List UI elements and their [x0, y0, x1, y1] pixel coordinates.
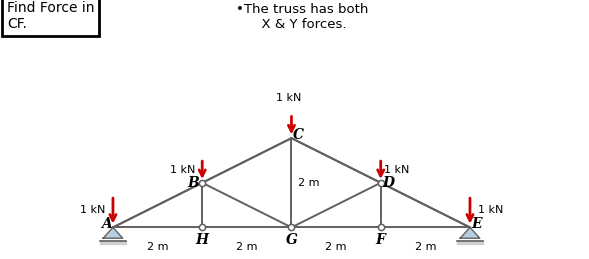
Text: Find Force in
CF.: Find Force in CF.: [7, 1, 95, 32]
Text: 2 m: 2 m: [325, 242, 347, 253]
Text: B: B: [187, 176, 199, 190]
Text: F: F: [376, 233, 386, 247]
Text: 2 m: 2 m: [415, 242, 436, 253]
Text: E: E: [471, 217, 482, 231]
Text: 1 kN: 1 kN: [170, 165, 196, 175]
Text: 1 kN: 1 kN: [478, 205, 504, 215]
Polygon shape: [460, 227, 480, 238]
Text: •The truss has both
      X & Y forces.: •The truss has both X & Y forces.: [236, 3, 368, 31]
Text: 1 kN: 1 kN: [384, 165, 410, 175]
Text: 1 kN: 1 kN: [276, 93, 302, 103]
Text: 2 m: 2 m: [298, 178, 320, 188]
Text: D: D: [383, 176, 395, 190]
Text: G: G: [286, 233, 297, 247]
Text: 1 kN: 1 kN: [80, 205, 105, 215]
Text: 2 m: 2 m: [147, 242, 168, 253]
Polygon shape: [103, 227, 123, 238]
Text: C: C: [293, 128, 304, 142]
Text: H: H: [196, 233, 209, 247]
Text: A: A: [101, 217, 112, 231]
Text: 2 m: 2 m: [236, 242, 257, 253]
